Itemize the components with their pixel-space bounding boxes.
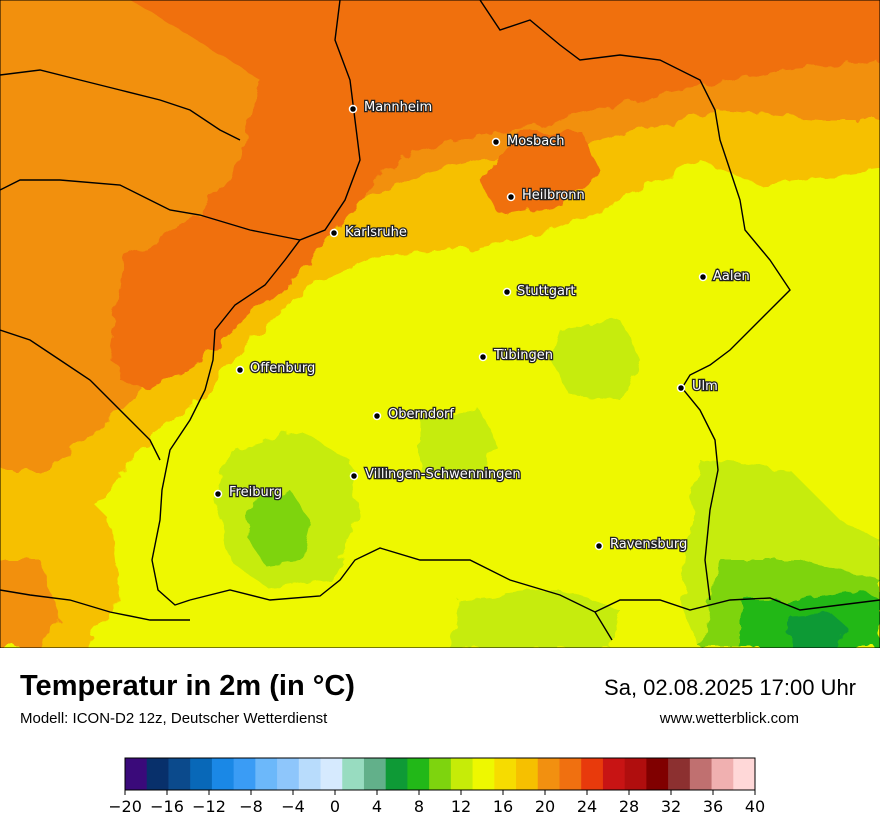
legend-swatches <box>124 757 756 791</box>
city-aalen: Aalen <box>698 268 751 285</box>
city-ravensburg: Ravensburg <box>594 536 689 553</box>
svg-text:Offenburg: Offenburg <box>250 361 315 376</box>
legend-swatch <box>429 758 452 790</box>
svg-text:Villingen-Schwenningen: Villingen-Schwenningen <box>365 467 521 482</box>
svg-text:Heilbronn: Heilbronn <box>522 188 585 203</box>
forecast-datetime: Sa, 02.08.2025 17:00 Uhr <box>604 675 856 700</box>
legend-swatch <box>711 758 734 790</box>
legend-swatch <box>624 758 647 790</box>
legend-swatch <box>190 758 213 790</box>
model-source: Modell: ICON-D2 12z, Deutscher Wetterdie… <box>20 710 328 727</box>
city-mannheim: Mannheim <box>348 99 433 116</box>
legend-tick-label: 28 <box>619 797 639 816</box>
legend-swatch <box>581 758 604 790</box>
legend-ticks: −20 −16 −12 −8 −4 0 4 8 12 16 20 24 28 32 36 40 <box>110 790 765 816</box>
svg-text:Ravensburg: Ravensburg <box>610 537 687 552</box>
legend-tick-label: 32 <box>661 797 681 816</box>
legend-swatch <box>363 758 387 790</box>
legend-swatch <box>298 758 322 790</box>
legend-swatch <box>146 758 169 790</box>
legend-swatch <box>233 758 256 790</box>
legend-swatch <box>255 758 278 790</box>
legend-tick-label: 20 <box>535 797 555 816</box>
legend-swatch <box>494 758 517 790</box>
legend-swatch <box>537 758 560 790</box>
legend-swatch <box>342 758 365 790</box>
legend-swatch <box>450 758 474 790</box>
city-heilbronn: Heilbronn <box>506 187 586 204</box>
legend-tick-label: 40 <box>745 797 765 816</box>
map-title: Temperatur in 2m (in °C) <box>20 670 355 702</box>
source-url: www.wetterblick.com <box>659 710 799 727</box>
legend-swatch <box>472 758 495 790</box>
svg-text:Stuttgart: Stuttgart <box>517 284 575 299</box>
legend-tick-label: −16 <box>150 797 184 816</box>
svg-text:Mannheim: Mannheim <box>364 100 432 115</box>
legend-swatch <box>407 758 430 790</box>
svg-text:Tübingen: Tübingen <box>493 348 553 363</box>
city-karlsruhe: Karlsruhe <box>329 224 408 241</box>
legend-swatch <box>733 758 756 790</box>
legend-swatch <box>320 758 343 790</box>
legend-swatch <box>385 758 408 790</box>
city-ulm: Ulm <box>676 378 719 395</box>
city-offenburg: Offenburg <box>235 360 317 377</box>
legend-swatch <box>211 758 235 790</box>
legend-tick-label: −8 <box>239 797 263 816</box>
city-mosbach: Mosbach <box>491 133 566 150</box>
city-villingen-schwenningen: Villingen-Schwenningen <box>349 466 522 483</box>
legend-tick-label: −20 <box>110 797 142 816</box>
legend-tick-label: −12 <box>192 797 226 816</box>
temperature-map: Mannheim Mosbach Heilbronn Karlsruhe Stu… <box>0 0 880 648</box>
legend-border <box>124 757 756 791</box>
legend-tick-label: 16 <box>493 797 513 816</box>
svg-text:Oberndorf: Oberndorf <box>388 407 454 422</box>
legend-swatch <box>668 758 691 790</box>
legend-tick-label: 24 <box>577 797 597 816</box>
legend-swatch <box>602 758 626 790</box>
legend-tick-label: 12 <box>451 797 471 816</box>
svg-text:Freiburg: Freiburg <box>229 485 282 500</box>
legend-tick-label: 0 <box>330 797 340 816</box>
legend-swatch <box>277 758 300 790</box>
borders <box>0 0 880 641</box>
color-legend: −20 −16 −12 −8 −4 0 4 8 12 16 20 24 28 32 36 40 <box>110 757 765 816</box>
svg-text:Karlsruhe: Karlsruhe <box>345 225 407 240</box>
legend-tick-label: −4 <box>281 797 305 816</box>
svg-text:Ulm: Ulm <box>692 379 718 394</box>
legend-swatch <box>516 758 539 790</box>
svg-text:Mosbach: Mosbach <box>507 134 565 149</box>
svg-text:Aalen: Aalen <box>713 269 750 284</box>
city-oberndorf: Oberndorf <box>372 406 456 423</box>
city-markers: Mannheim Mosbach Heilbronn Karlsruhe Stu… <box>213 99 751 553</box>
legend-swatch <box>689 758 713 790</box>
city-stuttgart: Stuttgart <box>502 283 577 300</box>
legend-swatch <box>125 758 148 790</box>
city-tuebingen: Tübingen <box>478 347 554 364</box>
legend-swatch <box>168 758 191 790</box>
city-freiburg: Freiburg <box>213 484 283 501</box>
legend-swatch <box>646 758 669 790</box>
legend-tick-label: 8 <box>414 797 424 816</box>
legend-swatch <box>559 758 582 790</box>
legend-tick-label: 4 <box>372 797 382 816</box>
legend-tick-label: 36 <box>703 797 723 816</box>
temperature-field <box>0 0 880 648</box>
